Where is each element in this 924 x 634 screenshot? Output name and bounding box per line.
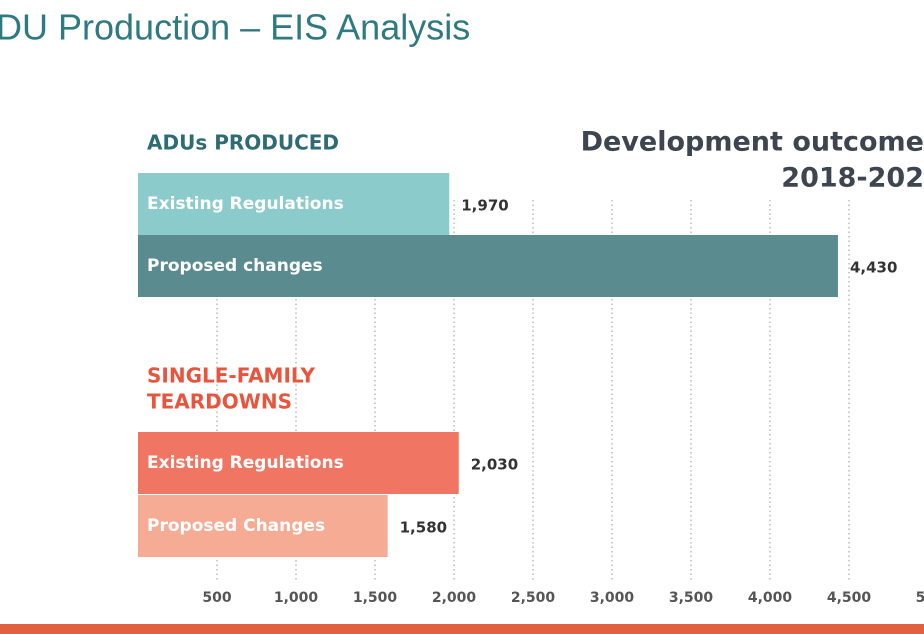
bar-category: Proposed changes [147, 256, 323, 276]
x-tick-label: 3,000 [590, 590, 635, 606]
x-tick-label: 500 [202, 590, 231, 606]
x-tick-label: 4,000 [748, 590, 793, 606]
group-label: SINGLE-FAMILY [147, 364, 316, 388]
bar [138, 235, 838, 297]
bar [138, 173, 450, 235]
chart-title: 2018-202 [781, 163, 924, 194]
value-label: 1,970 [461, 197, 508, 215]
x-tick-label: 1,500 [353, 590, 398, 606]
value-label: 1,580 [400, 519, 447, 537]
x-tick-label: 1,000 [274, 590, 319, 606]
group-label: TEARDOWNS [147, 390, 292, 414]
chart-title: Development outcome [581, 127, 924, 158]
x-tick-label: 5,0 [916, 590, 924, 606]
footer-bar [0, 624, 924, 634]
x-tick-label: 4,500 [827, 590, 872, 606]
bar [138, 495, 388, 557]
value-label: 2,030 [471, 456, 518, 474]
slide-title: DU Production – EIS Analysis [0, 7, 470, 48]
bar-category: Existing Regulations [147, 453, 344, 473]
x-tick-label: 2,000 [432, 590, 477, 606]
group-label: ADUs PRODUCED [147, 131, 339, 155]
bar-category: Existing Regulations [147, 194, 344, 214]
x-tick-label: 2,500 [511, 590, 556, 606]
x-tick-label: 3,500 [669, 590, 714, 606]
value-label: 4,430 [850, 259, 897, 277]
bar-category: Proposed Changes [147, 516, 325, 536]
bar [138, 432, 459, 494]
